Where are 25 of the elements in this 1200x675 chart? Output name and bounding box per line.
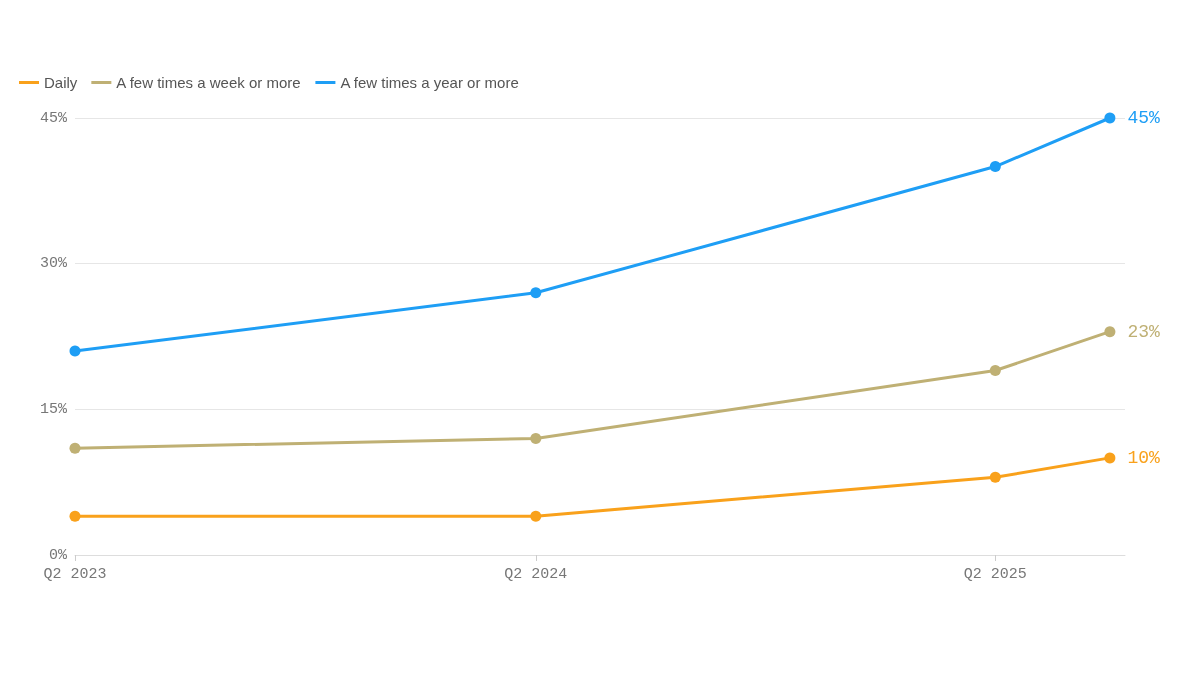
- point: [989, 161, 1001, 173]
- point: [1104, 112, 1116, 124]
- y-tick-label: 0%: [48, 546, 68, 564]
- legend-label: Daily: [44, 74, 78, 91]
- data-label: 10%: [1127, 447, 1160, 468]
- legend-label: A few times a year or more: [340, 74, 519, 91]
- y-tick-label: 15%: [39, 400, 68, 418]
- point: [530, 287, 542, 299]
- point: [989, 471, 1001, 483]
- x-tick-label: Q2 2025: [963, 566, 1027, 583]
- point: [69, 345, 81, 357]
- data-label: 23%: [1127, 321, 1160, 342]
- point: [69, 510, 81, 522]
- y-tick-label: 45%: [39, 109, 68, 127]
- data-label: 45%: [1127, 108, 1160, 128]
- y-tick-label: 30%: [39, 255, 68, 273]
- x-tick-label: Q2 2024: [504, 566, 568, 583]
- point: [989, 364, 1001, 376]
- x-tick-label: Q2 2023: [43, 566, 107, 583]
- point: [69, 442, 81, 454]
- legend-label: A few times a week or more: [116, 74, 301, 91]
- point: [1104, 452, 1116, 464]
- point: [530, 510, 542, 522]
- point: [530, 432, 542, 444]
- point: [1104, 326, 1116, 338]
